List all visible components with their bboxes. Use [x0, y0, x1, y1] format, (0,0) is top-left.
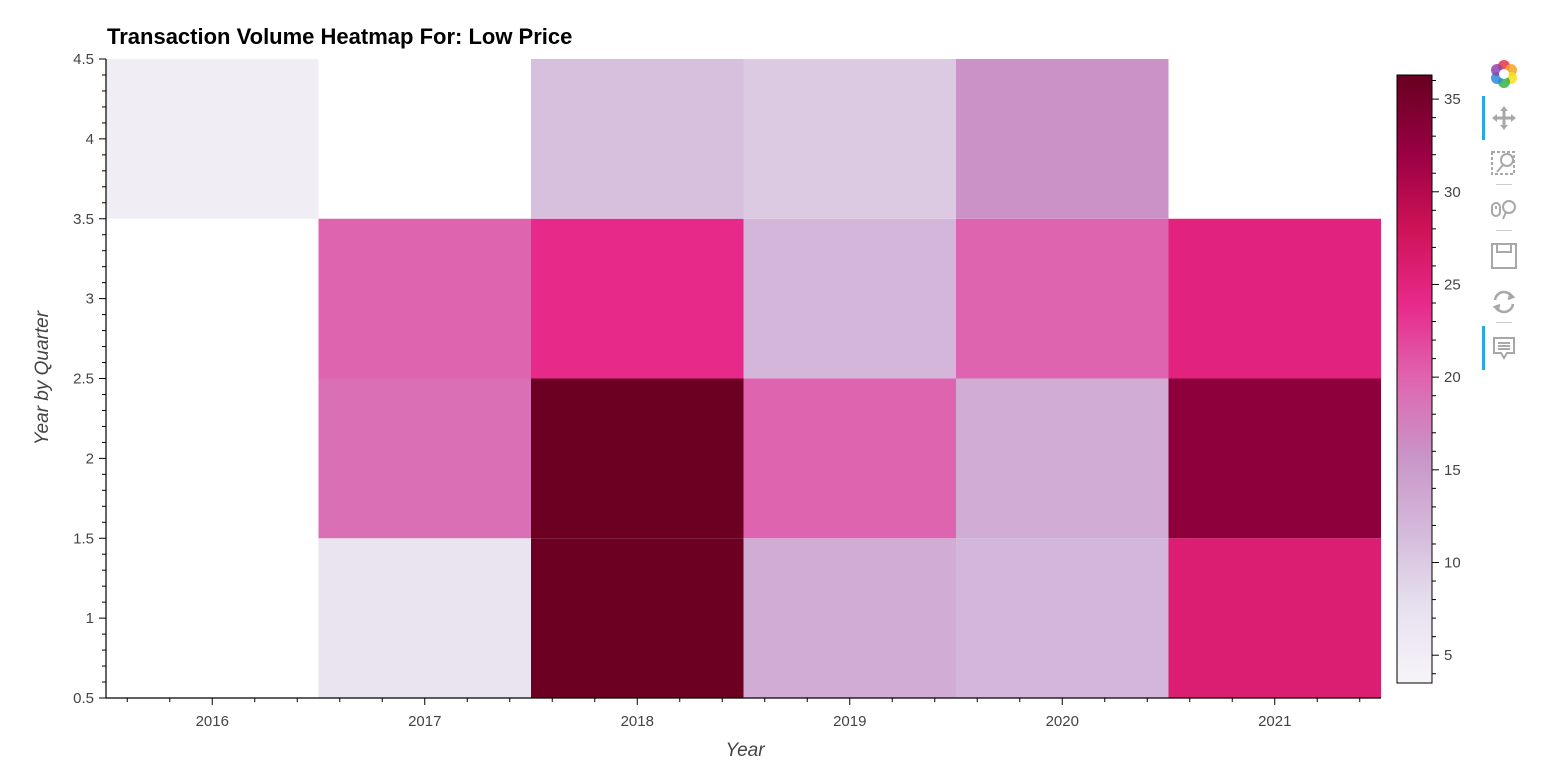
heatmap-cell	[318, 538, 531, 698]
heatmap-cell	[956, 378, 1169, 539]
heatmap-cell	[956, 59, 1169, 219]
heatmap-cell	[956, 218, 1169, 379]
x-tick-label: 2016	[196, 713, 229, 730]
y-tick-label: 2	[86, 450, 94, 467]
y-tick-label: 4	[86, 131, 94, 148]
heatmap-cell	[318, 218, 531, 379]
x-tick-label: 2017	[408, 713, 441, 730]
colorbar-gradient	[1396, 74, 1433, 684]
heatmap-cell	[956, 538, 1169, 698]
y-tick-label: 3	[86, 291, 94, 308]
bokeh-logo-icon[interactable]	[1488, 58, 1520, 90]
pan-icon[interactable]	[1488, 102, 1520, 134]
heatmap-cell	[743, 538, 956, 698]
box-zoom-icon[interactable]	[1488, 148, 1520, 180]
heatmap-cell	[318, 378, 531, 539]
x-tick-label: 2020	[1046, 713, 1079, 730]
x-axis-title: Year	[725, 740, 765, 761]
y-tick-label: 2.5	[73, 371, 94, 388]
chart-title: Transaction Volume Heatmap For: Low Pric…	[107, 24, 573, 49]
reset-icon[interactable]	[1488, 286, 1520, 318]
y-tick-label: 1.5	[73, 530, 94, 547]
y-tick-label: 4.5	[73, 51, 94, 68]
colorbar-tick-label: 20	[1444, 369, 1461, 386]
y-tick-label: 1	[86, 610, 94, 627]
heatmap-cells	[106, 59, 1381, 698]
y-axis-title: Year by Quarter	[32, 310, 53, 445]
wheel-zoom-icon[interactable]	[1488, 194, 1520, 226]
colorbar-tick-label: 30	[1444, 184, 1461, 201]
x-tick-label: 2018	[621, 713, 654, 730]
heatmap-cell	[1168, 538, 1381, 698]
heatmap-cell	[531, 218, 744, 379]
chart-toolbar	[1480, 56, 1530, 386]
heatmap-cell	[106, 59, 319, 219]
x-tick-label: 2021	[1258, 713, 1291, 730]
save-icon[interactable]	[1488, 240, 1520, 272]
heatmap-cell	[531, 378, 744, 539]
colorbar: 5 10 15 20 25 30 35	[1396, 74, 1461, 684]
y-tick-label: 0.5	[73, 690, 94, 707]
heatmap-cell	[743, 378, 956, 539]
colorbar-tick-label: 10	[1444, 555, 1461, 572]
axes: 0.5 1 1.5 2 2.5 3 3.5 4 4.5 2016 2017 2018 2019 2020 2…	[73, 51, 1381, 730]
heatmap-cell	[743, 59, 956, 219]
heatmap-cell	[531, 59, 744, 219]
heatmap-cell	[743, 218, 956, 379]
heatmap-cell	[1168, 378, 1381, 539]
heatmap-cell	[531, 538, 744, 698]
hover-icon[interactable]	[1488, 332, 1520, 364]
colorbar-tick-label: 35	[1444, 91, 1461, 108]
colorbar-tick-label: 15	[1444, 462, 1461, 479]
colorbar-tick-label: 5	[1444, 647, 1452, 664]
y-tick-label: 3.5	[73, 211, 94, 228]
colorbar-tick-label: 25	[1444, 276, 1461, 293]
x-tick-label: 2019	[833, 713, 866, 730]
heatmap-cell	[1168, 218, 1381, 379]
